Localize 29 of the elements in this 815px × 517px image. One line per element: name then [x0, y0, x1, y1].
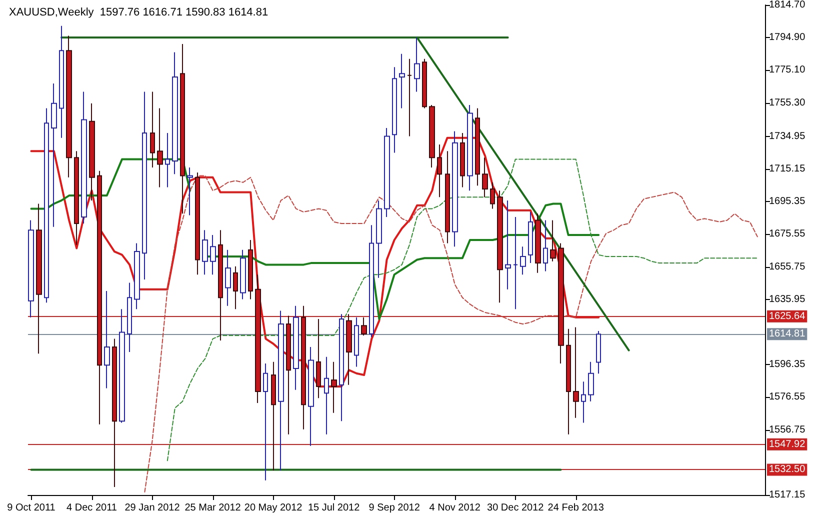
- ref-line-label: 1532.50: [769, 464, 806, 476]
- y-tick-label: 1755.30: [769, 97, 806, 108]
- y-tick-label: 1695.35: [769, 196, 806, 208]
- x-tick-label: 9 Sep 2012: [368, 502, 420, 514]
- x-tick-label: 20 May 2012: [244, 502, 303, 514]
- y-tick-label: 1596.35: [769, 359, 806, 370]
- y-tick-label: 1775.10: [769, 64, 806, 76]
- y-tick-label: 1715.15: [769, 163, 806, 174]
- chart-title: XAUUSD,Weekly 1597.76 1616.71 1590.83 1614.81: [9, 6, 268, 18]
- x-tick-label: 24 Feb 2013: [548, 502, 604, 514]
- x-tick-label: 9 Oct 2011: [7, 502, 56, 514]
- y-tick-label: 1814.70: [769, 0, 806, 10]
- y-tick-label: 1635.95: [769, 294, 806, 305]
- y-tick-label: 1675.55: [769, 228, 806, 240]
- y-tick-label: 1576.55: [769, 392, 806, 403]
- x-tick-label: 25 Mar 2012: [184, 502, 242, 514]
- y-tick-label: 1734.95: [769, 130, 806, 142]
- ref-line-label: 1547.92: [769, 438, 806, 450]
- x-tick-label: 4 Dec 2011: [66, 502, 118, 514]
- y-tick-label: 1655.75: [769, 261, 806, 272]
- x-tick-label: 30 Dec 2012: [487, 502, 544, 514]
- ref-line-label: 1625.64: [769, 310, 806, 322]
- y-tick-label: 1517.15: [769, 490, 806, 500]
- x-tick-label: 15 Jul 2012: [308, 502, 360, 514]
- y-tick-label: 1794.90: [769, 32, 806, 44]
- x-tick-label: 4 Nov 2012: [429, 502, 481, 514]
- y-tick-label: 1556.75: [769, 424, 806, 436]
- x-tick-label: 29 Jan 2012: [124, 502, 180, 514]
- ref-line-label: 1614.81: [769, 328, 806, 340]
